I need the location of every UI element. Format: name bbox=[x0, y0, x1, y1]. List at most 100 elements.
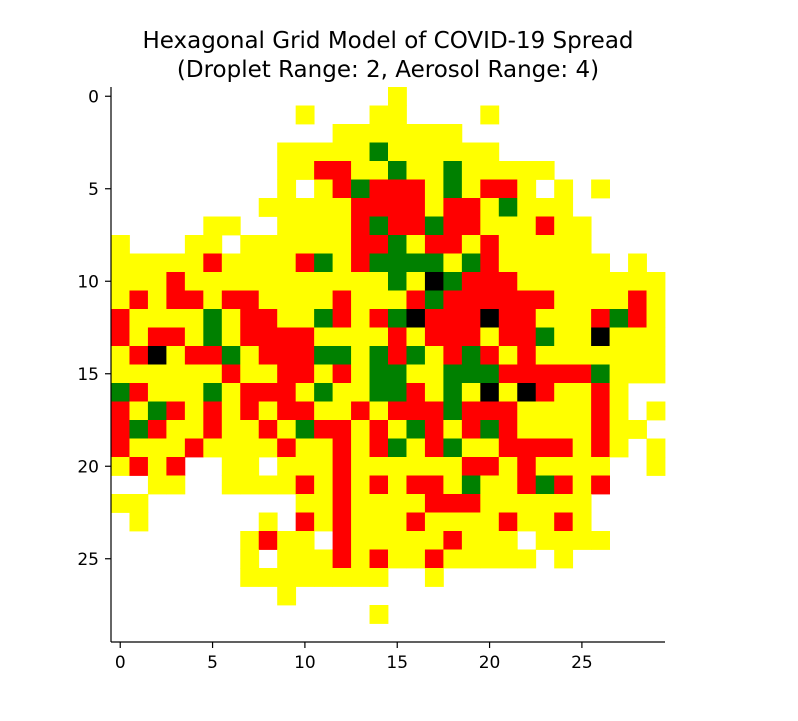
heatmap-cell bbox=[388, 438, 407, 458]
heatmap-cell bbox=[517, 235, 537, 254]
heatmap-cell bbox=[461, 383, 481, 402]
heatmap-cell bbox=[535, 253, 555, 273]
heatmap-cell bbox=[295, 142, 315, 162]
heatmap-cell bbox=[461, 161, 481, 180]
heatmap-cell bbox=[240, 309, 260, 328]
heatmap-cell bbox=[147, 253, 167, 273]
heatmap-cell bbox=[369, 438, 389, 458]
heatmap-cell bbox=[554, 179, 574, 199]
heatmap-cell bbox=[646, 290, 666, 310]
heatmap-cell bbox=[314, 327, 333, 347]
heatmap-cell bbox=[406, 179, 426, 199]
heatmap-cell bbox=[554, 420, 574, 439]
heatmap-cell bbox=[369, 475, 389, 495]
heatmap-cell bbox=[591, 401, 610, 421]
heatmap-cell bbox=[258, 383, 278, 402]
heatmap-cell bbox=[369, 420, 389, 439]
heatmap-cell bbox=[221, 401, 241, 421]
heatmap-cell bbox=[424, 475, 444, 495]
heatmap-cell bbox=[424, 549, 444, 569]
heatmap-cell bbox=[258, 272, 278, 291]
heatmap-cell bbox=[369, 198, 389, 217]
heatmap-cell bbox=[424, 364, 444, 384]
heatmap-cell bbox=[572, 420, 592, 439]
heatmap-cell bbox=[221, 253, 241, 273]
heatmap-cell bbox=[517, 161, 537, 180]
heatmap-cell bbox=[406, 235, 426, 254]
heatmap-cell bbox=[480, 438, 500, 458]
heatmap-cell bbox=[111, 457, 130, 476]
heatmap-cell bbox=[480, 235, 500, 254]
heatmap-cell bbox=[461, 438, 481, 458]
heatmap-cell bbox=[221, 216, 241, 236]
heatmap-cell bbox=[314, 290, 333, 310]
heatmap-cell bbox=[277, 364, 297, 384]
heatmap-cell bbox=[424, 124, 444, 143]
heatmap-cell bbox=[461, 309, 481, 328]
heatmap-cell bbox=[369, 272, 389, 291]
heatmap-cell bbox=[461, 235, 481, 254]
heatmap-cell bbox=[351, 309, 370, 328]
heatmap-cell bbox=[535, 235, 555, 254]
heatmap-cell bbox=[609, 401, 629, 421]
heatmap-cell bbox=[517, 457, 537, 476]
heatmap-cell bbox=[388, 179, 407, 199]
heatmap-cell bbox=[443, 420, 463, 439]
heatmap-cell bbox=[628, 290, 647, 310]
heatmap-cell bbox=[461, 346, 481, 365]
heatmap-cell bbox=[443, 494, 463, 513]
heatmap-cell bbox=[184, 309, 204, 328]
heatmap-cell bbox=[129, 457, 149, 476]
heatmap-cell bbox=[332, 253, 352, 273]
heatmap-cell bbox=[535, 531, 555, 550]
heatmap-cell bbox=[406, 216, 426, 236]
heatmap-cell bbox=[314, 568, 333, 587]
heatmap-cell bbox=[443, 401, 463, 421]
heatmap-cell bbox=[406, 161, 426, 180]
heatmap-cell bbox=[369, 457, 389, 476]
heatmap-cell bbox=[203, 438, 223, 458]
heatmap-cell bbox=[591, 438, 610, 458]
heatmap-cell bbox=[369, 512, 389, 532]
heatmap-cell bbox=[351, 216, 370, 236]
heatmap-cell bbox=[332, 161, 352, 180]
heatmap-cell bbox=[240, 475, 260, 495]
heatmap-cell bbox=[166, 364, 186, 384]
heatmap-cell bbox=[498, 512, 518, 532]
heatmap-cell bbox=[535, 161, 555, 180]
heatmap-cell bbox=[480, 105, 500, 125]
heatmap-cell bbox=[424, 198, 444, 217]
heatmap-cell bbox=[332, 383, 352, 402]
heatmap-cell bbox=[480, 290, 500, 310]
heatmap-cell bbox=[258, 235, 278, 254]
heatmap-cell bbox=[147, 346, 167, 365]
heatmap-cell bbox=[388, 253, 407, 273]
heatmap-cell bbox=[498, 161, 518, 180]
heatmap-cell bbox=[498, 364, 518, 384]
heatmap-cell bbox=[517, 272, 537, 291]
heatmap-cell bbox=[517, 216, 537, 236]
heatmap-cell bbox=[535, 198, 555, 217]
chart-title: Hexagonal Grid Model of COVID-19 Spread bbox=[142, 28, 633, 54]
heatmap-cell bbox=[166, 253, 186, 273]
heatmap-cell bbox=[498, 290, 518, 310]
heatmap-cell bbox=[554, 494, 574, 513]
heatmap-cell bbox=[221, 475, 241, 495]
heatmap-cell bbox=[111, 420, 130, 439]
heatmap-cell bbox=[480, 198, 500, 217]
heatmap-cell bbox=[203, 383, 223, 402]
heatmap-cell bbox=[166, 457, 186, 476]
heatmap-cell bbox=[369, 383, 389, 402]
heatmap-cell bbox=[535, 364, 555, 384]
heatmap-cell bbox=[277, 475, 297, 495]
heatmap-cell bbox=[572, 438, 592, 458]
heatmap-cell bbox=[314, 235, 333, 254]
heatmap-cell bbox=[572, 346, 592, 365]
heatmap-cell bbox=[388, 161, 407, 180]
heatmap-cell bbox=[147, 383, 167, 402]
heatmap-cell bbox=[535, 272, 555, 291]
heatmap-cell bbox=[277, 179, 297, 199]
heatmap-cell bbox=[535, 512, 555, 532]
heatmap-cell bbox=[572, 327, 592, 347]
heatmap-cell bbox=[314, 253, 333, 273]
